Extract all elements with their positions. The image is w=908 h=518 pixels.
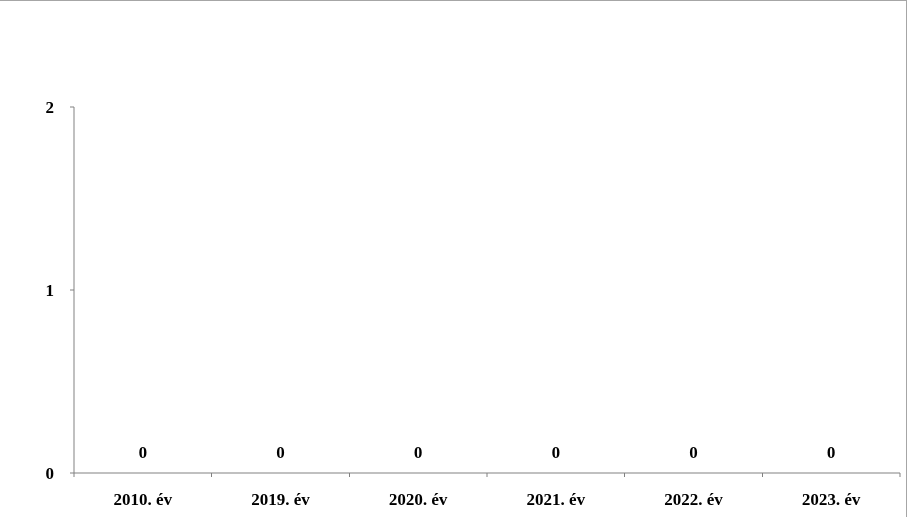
- data-label: 0: [689, 443, 698, 462]
- x-axis: 2010. év 2019. év 2020. év 2021. év 2022. év…: [73, 472, 901, 509]
- x-tick-label: 2019. év: [251, 490, 310, 509]
- data-label: 0: [827, 443, 836, 462]
- data-label: 0: [414, 443, 423, 462]
- data-labels: 0 0 0 0 0 0: [139, 443, 836, 462]
- x-tick-label: 2010. év: [114, 490, 173, 509]
- y-tick-label: 1: [46, 281, 55, 300]
- y-tick-label: 2: [46, 98, 55, 117]
- data-label: 0: [139, 443, 148, 462]
- y-tick-label: 0: [46, 464, 55, 483]
- data-label: 0: [276, 443, 285, 462]
- x-tick-label: 2020. év: [389, 490, 448, 509]
- x-tick-label: 2023. év: [802, 490, 861, 509]
- x-tick-label: 2022. év: [664, 490, 723, 509]
- data-label: 0: [552, 443, 561, 462]
- x-tick-label: 2021. év: [527, 490, 586, 509]
- y-axis: 0 1 2: [46, 98, 75, 483]
